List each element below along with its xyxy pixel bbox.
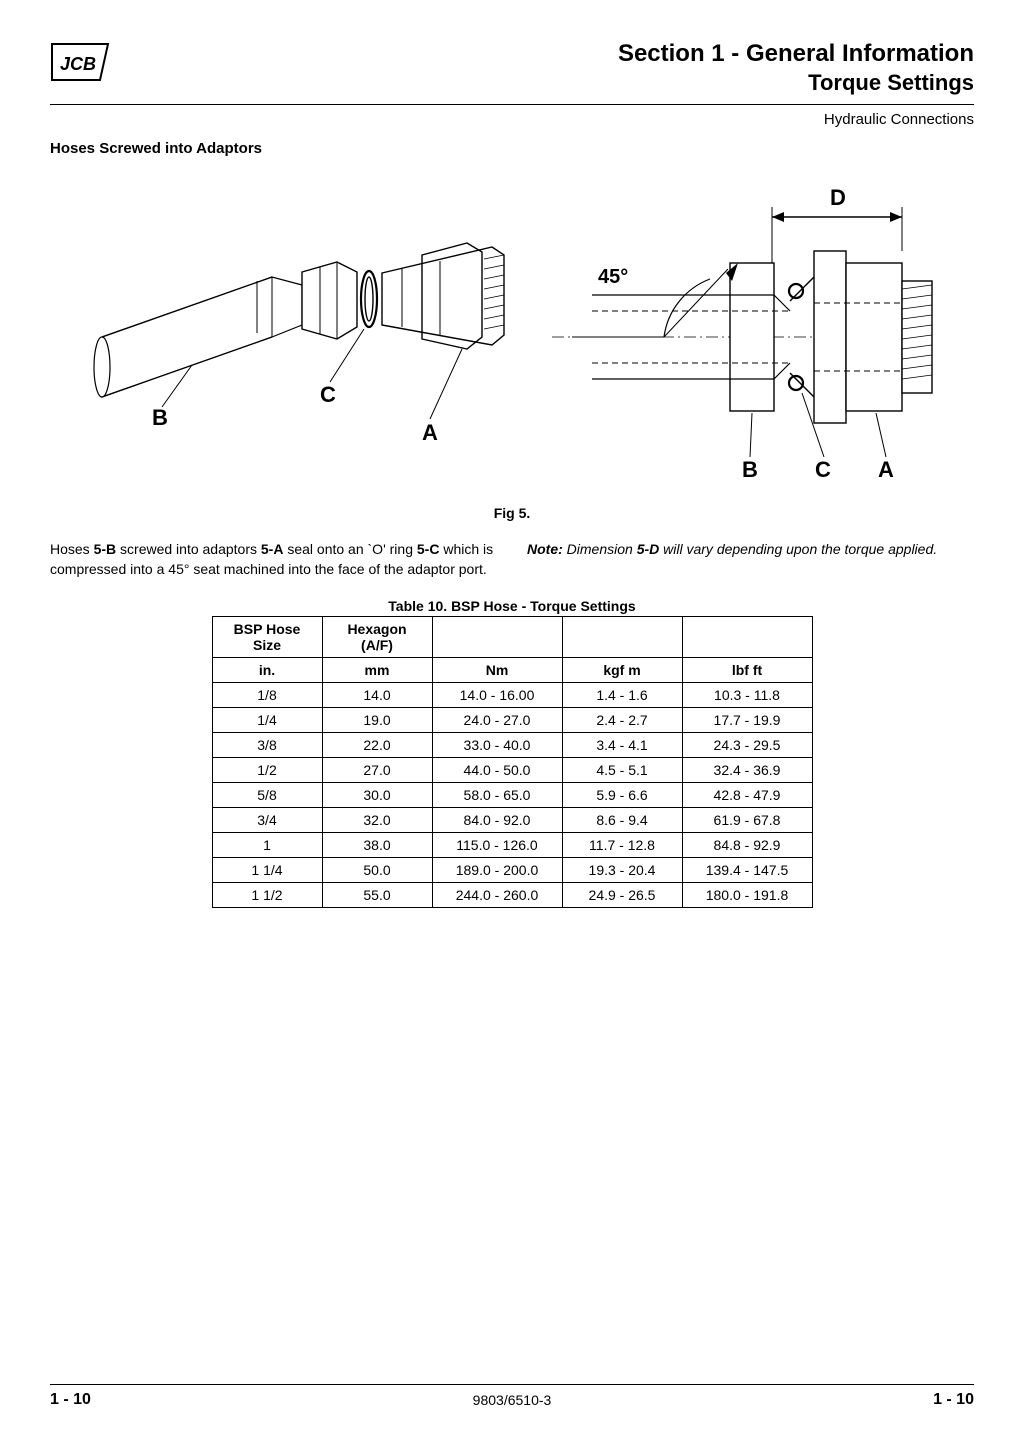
svg-text:JCB: JCB [60, 54, 96, 74]
label-d: D [830, 185, 846, 210]
label-c: C [320, 382, 336, 407]
label-angle: 45° [598, 266, 628, 288]
footer-left: 1 - 10 [50, 1391, 91, 1409]
header-titles: Section 1 - General Information Torque S… [618, 40, 974, 96]
page-header: JCB Section 1 - General Information Torq… [50, 40, 974, 105]
label-b2: B [742, 457, 758, 482]
body-text: Hoses 5-B screwed into adaptors 5-A seal… [50, 539, 974, 580]
figure-caption: Fig 5. [50, 505, 974, 521]
footer-right: 1 - 10 [933, 1391, 974, 1409]
table-caption: Table 10. BSP Hose - Torque Settings [50, 598, 974, 614]
label-b: B [152, 405, 168, 430]
label-c2: C [815, 457, 831, 482]
label-a: A [422, 420, 438, 445]
paragraph-heading: Hoses Screwed into Adaptors [50, 140, 974, 157]
footer-center: 9803/6510-3 [473, 1392, 552, 1408]
figure-right: D [532, 177, 952, 497]
figure-left: B C A [72, 177, 512, 477]
label-a2: A [878, 457, 894, 482]
page-subheader: Hydraulic Connections [50, 111, 974, 128]
jcb-logo: JCB [50, 42, 110, 82]
page-footer: 1 - 10 9803/6510-3 1 - 10 [50, 1384, 974, 1409]
torque-table: BSP Hose SizeHexagon (A/F)in.mmNmkgf mlb… [212, 616, 813, 908]
body-right: Note: Dimension 5-D will vary depending … [527, 539, 974, 580]
body-left: Hoses 5-B screwed into adaptors 5-A seal… [50, 539, 497, 580]
section-title: Section 1 - General Information [618, 40, 974, 68]
subsection-title: Torque Settings [618, 70, 974, 96]
figure-area: B C A D [50, 177, 974, 497]
